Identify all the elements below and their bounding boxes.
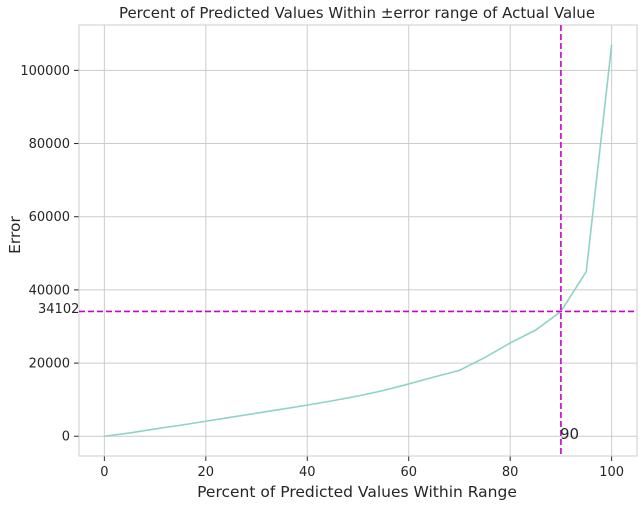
- y-tick-label: 0: [62, 430, 70, 445]
- chart-title: Percent of Predicted Values Within ±erro…: [119, 4, 595, 22]
- hline-value-label: 34102: [38, 302, 79, 317]
- y-tick-label: 80000: [29, 137, 70, 152]
- x-tick-label: 100: [599, 465, 624, 480]
- y-tick-label: 40000: [29, 283, 70, 298]
- x-tick-label: 40: [299, 465, 316, 480]
- y-tick-label: 20000: [29, 357, 70, 372]
- y-tick-labels: 0 20000 40000 60000 80000 100000: [20, 64, 70, 445]
- x-tick-label: 80: [502, 465, 519, 480]
- series-line: [104, 44, 613, 438]
- x-tick-label: 0: [100, 465, 108, 480]
- series-layer: [104, 44, 613, 438]
- x-tick-label: 60: [400, 465, 417, 480]
- x-axis-label: Percent of Predicted Values Within Range: [197, 483, 517, 501]
- plot-frame: [78, 24, 638, 457]
- y-tick-label: 100000: [20, 64, 70, 79]
- grid: [74, 25, 637, 461]
- y-tick-label: 60000: [29, 210, 70, 225]
- x-tick-labels: 0 20 40 60 80 100: [100, 465, 624, 480]
- vline-value-label: 90: [560, 425, 579, 443]
- x-tick-label: 20: [198, 465, 215, 480]
- plot-border: [78, 24, 638, 457]
- reference-lines: [79, 25, 637, 456]
- y-axis-label: Error: [6, 215, 24, 253]
